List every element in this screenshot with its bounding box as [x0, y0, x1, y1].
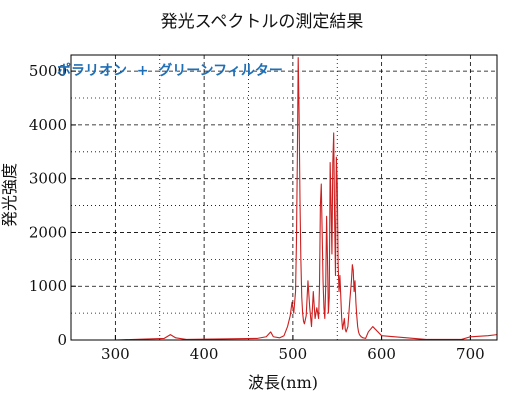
- y-tick-label: 0: [57, 331, 67, 349]
- y-tick-label: 3000: [29, 170, 67, 188]
- spectrum-line: [71, 57, 498, 341]
- series-layer: [71, 57, 498, 341]
- x-tick-label: 500: [279, 345, 308, 363]
- y-axis-label: 発光強度: [0, 163, 19, 227]
- y-tick-label: 1000: [29, 277, 67, 295]
- x-tick-label: 700: [456, 345, 485, 363]
- x-axis-label: 波長(nm): [248, 373, 318, 392]
- chart-annotation: ポラリオン + グリーンフィルター: [57, 62, 283, 79]
- axis-ticks: 300 400 500 600 700 0 1000 2000 3000 4000 5000: [29, 62, 485, 363]
- grid: [71, 55, 497, 340]
- y-tick-label: 5000: [29, 62, 67, 80]
- x-tick-label: 300: [101, 345, 130, 363]
- x-tick-label: 400: [190, 345, 219, 363]
- chart-title: 発光スペクトルの測定結果: [161, 12, 364, 32]
- x-tick-label: 600: [367, 345, 396, 363]
- plot-frame: [70, 54, 498, 341]
- y-tick-label: 4000: [29, 116, 67, 134]
- y-tick-label: 2000: [29, 223, 67, 241]
